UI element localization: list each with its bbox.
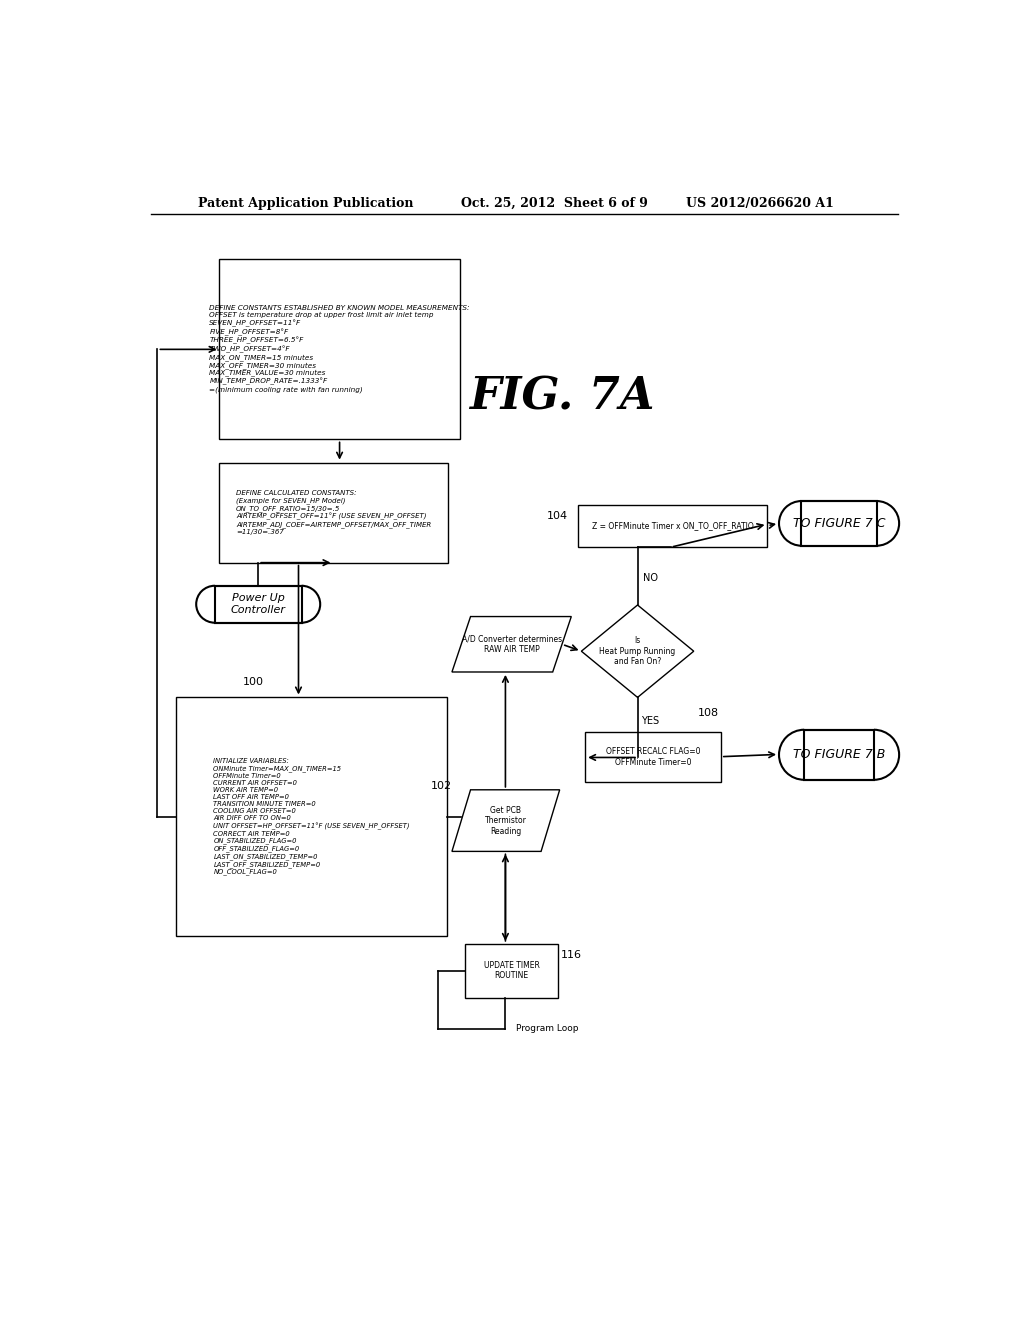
Text: TO FIGURE 7 C: TO FIGURE 7 C xyxy=(793,517,886,529)
FancyBboxPatch shape xyxy=(219,462,449,562)
Text: Z = OFFMinute Timer x ON_TO_OFF_RATIO: Z = OFFMinute Timer x ON_TO_OFF_RATIO xyxy=(592,521,754,531)
Polygon shape xyxy=(582,605,693,697)
Polygon shape xyxy=(452,616,571,672)
FancyBboxPatch shape xyxy=(586,733,721,781)
FancyBboxPatch shape xyxy=(215,586,302,623)
FancyBboxPatch shape xyxy=(578,506,767,548)
Text: Get PCB
Thermistor
Reading: Get PCB Thermistor Reading xyxy=(485,805,526,836)
FancyBboxPatch shape xyxy=(802,502,877,545)
Text: Power Up
Controller: Power Up Controller xyxy=(230,594,286,615)
Text: FIG. 7A: FIG. 7A xyxy=(469,376,654,418)
Text: 102: 102 xyxy=(431,781,452,791)
Text: OFFSET RECALC FLAG=0
OFFMinute Timer=0: OFFSET RECALC FLAG=0 OFFMinute Timer=0 xyxy=(606,747,700,767)
Text: INITIALIZE VARIABLES:
ONMinute Timer=MAX_ON_TIMER=15
OFFMinute Timer=0
CURRENT A: INITIALIZE VARIABLES: ONMinute Timer=MAX… xyxy=(213,758,410,875)
Text: US 2012/0266620 A1: US 2012/0266620 A1 xyxy=(686,197,834,210)
Text: A/D Converter determines
RAW AIR TEMP: A/D Converter determines RAW AIR TEMP xyxy=(462,635,562,653)
Text: Program Loop: Program Loop xyxy=(515,1024,578,1034)
Text: DEFINE CONSTANTS ESTABLISHED BY KNOWN MODEL MEASUREMENTS:
OFFSET is temperature : DEFINE CONSTANTS ESTABLISHED BY KNOWN MO… xyxy=(209,305,470,393)
Polygon shape xyxy=(452,789,560,851)
Text: 100: 100 xyxy=(243,677,264,686)
Text: YES: YES xyxy=(641,715,659,726)
Text: UPDATE TIMER
ROUTINE: UPDATE TIMER ROUTINE xyxy=(483,961,540,981)
Text: Is
Heat Pump Running
and Fan On?: Is Heat Pump Running and Fan On? xyxy=(599,636,676,667)
FancyBboxPatch shape xyxy=(176,697,447,936)
FancyBboxPatch shape xyxy=(804,730,873,780)
Text: 104: 104 xyxy=(547,511,568,521)
Text: DEFINE CALCULATED CONSTANTS:
(Example for SEVEN_HP Model)
ON_TO_OFF_RATIO=15/30=: DEFINE CALCULATED CONSTANTS: (Example fo… xyxy=(237,490,431,535)
Text: Patent Application Publication: Patent Application Publication xyxy=(198,197,414,210)
Text: Oct. 25, 2012  Sheet 6 of 9: Oct. 25, 2012 Sheet 6 of 9 xyxy=(461,197,648,210)
Text: NO: NO xyxy=(643,573,658,583)
Text: 108: 108 xyxy=(697,708,719,718)
Text: 116: 116 xyxy=(560,950,582,961)
FancyBboxPatch shape xyxy=(465,944,558,998)
Text: TO FIGURE 7 B: TO FIGURE 7 B xyxy=(793,748,886,762)
FancyBboxPatch shape xyxy=(219,259,460,440)
